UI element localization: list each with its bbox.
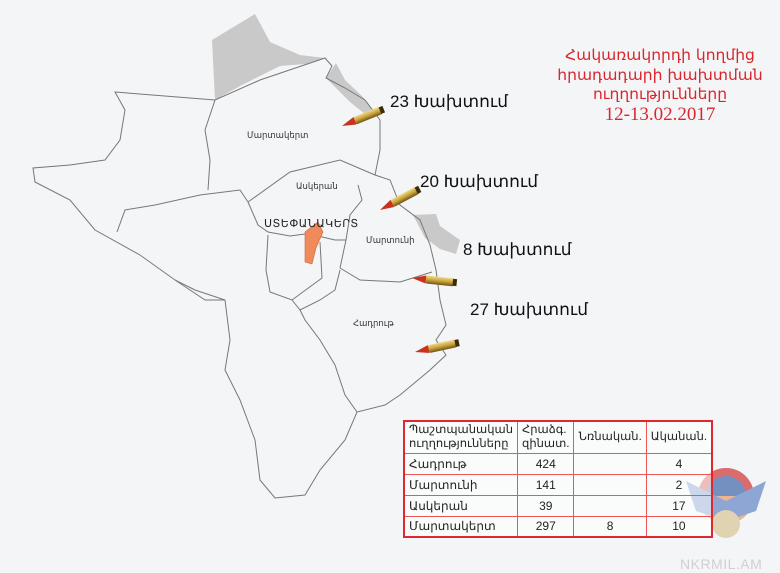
cell-mortar: 17: [645, 494, 713, 517]
title-line: ուղղությունները: [592, 85, 728, 103]
cell-grenade: [573, 473, 647, 496]
cell-direction: Հադրութ: [403, 452, 519, 475]
cell-direction: Ասկերան: [403, 494, 519, 517]
map-title: Հակառակորդի կողմից հրադադարի խախտման ուղ…: [545, 46, 775, 124]
cell-mortar: 4: [645, 452, 713, 475]
title-line: հրադադարի խախտման: [557, 65, 763, 84]
table-row: Հադրութ 424 4: [403, 452, 713, 475]
cell-direction: Մարտունի: [403, 473, 519, 496]
column-header: Պաշտպանական ուղղությունները: [403, 420, 519, 454]
cell-direction: Մարտակերտ: [403, 515, 519, 538]
cell-small-arms: 141: [517, 473, 575, 496]
title-line: Հակառակորդի կողմից: [565, 46, 755, 64]
stepanakert-area: [304, 221, 324, 265]
cell-mortar: 10: [645, 515, 713, 538]
cell-small-arms: 297: [517, 515, 575, 538]
column-header: Հրաձգ. զինատ.: [517, 420, 575, 454]
column-header: Ականան.: [645, 420, 713, 454]
cell-grenade: 8: [573, 515, 647, 538]
violation-label: 8 Խախտում: [463, 240, 572, 259]
violation-label: 27 Խախտում: [470, 300, 589, 319]
title-date: 12-13.02.2017: [604, 103, 716, 125]
region-label-martuni: Մարտունի: [366, 236, 415, 246]
occupied-territory: [212, 14, 460, 254]
outer-border: [32, 57, 447, 499]
region-label-stepanakert: ՍՏԵՓԱՆԱԿԵՐՏ: [264, 218, 359, 230]
table-row: Ասկերան 39 17: [403, 494, 713, 517]
cell-mortar: 2: [645, 473, 713, 496]
violation-label: 20 Խախտում: [420, 172, 539, 191]
cell-small-arms: 424: [517, 452, 575, 475]
table-row: Մարտակերտ 297 8 10: [403, 515, 713, 538]
region-borders: [32, 57, 447, 499]
region-label-hadrut: Հադրութ: [353, 319, 394, 329]
region-label-askeran: Ասկերան: [296, 182, 338, 192]
table-row: Մարտունի 141 2: [403, 473, 713, 496]
violations-table: Պաշտպանական ուղղությունները Հրաձգ. զինատ…: [403, 420, 714, 538]
cell-grenade: [573, 494, 647, 517]
violation-label: 23 Խախտում: [390, 92, 509, 111]
watermark: NKRMIL.AM: [680, 556, 763, 572]
column-header: Նռնական.: [573, 420, 647, 454]
cell-grenade: [573, 452, 647, 475]
region-label-martakert: Մարտակերտ: [247, 131, 309, 141]
table-header-row: Պաշտպանական ուղղությունները Հրաձգ. զինատ…: [403, 420, 713, 454]
cell-small-arms: 39: [517, 494, 575, 517]
bullet-icon: [378, 185, 422, 214]
